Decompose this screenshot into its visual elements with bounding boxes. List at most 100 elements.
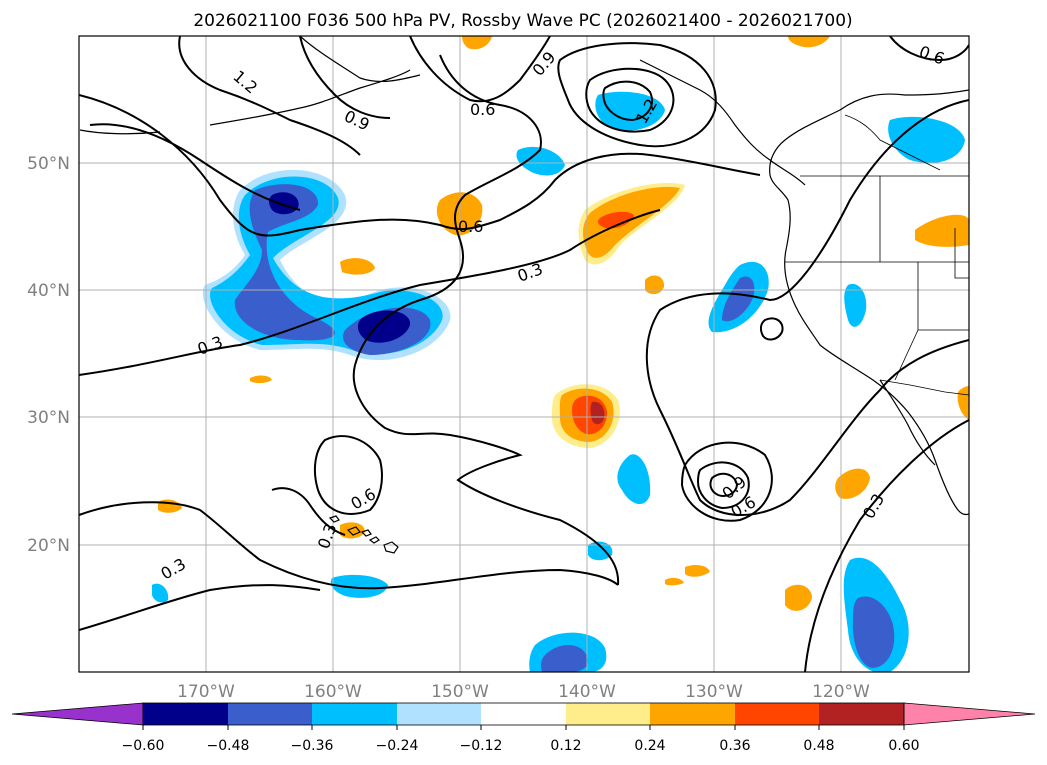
pv-contour: [299, 36, 391, 119]
pv-negative-area: [595, 91, 665, 131]
lon-tick-label: 130°W: [685, 682, 743, 702]
pv-contour: [79, 501, 619, 590]
pv-contour: [409, 36, 551, 103]
lon-tick-label: 120°W: [812, 682, 870, 702]
colorbar-tick-label: 0.12: [550, 738, 581, 754]
colorbar-bin: [650, 703, 735, 725]
pv-contour: [804, 419, 969, 672]
pv-contour: [602, 80, 653, 122]
pv-negative-area: [888, 116, 965, 164]
pv-negative-peak: [269, 192, 299, 215]
lat-tick-label: 30°N: [27, 408, 70, 428]
aleutian-islands: [79, 69, 411, 135]
pv-contour: [271, 487, 346, 536]
colorbar-over-extension: [903, 702, 1036, 726]
lon-tick-label: 170°W: [177, 682, 235, 702]
chart-title: 2026021100 F036 500 hPa PV, Rossby Wave …: [193, 11, 852, 31]
alaska-coast: [299, 36, 421, 83]
pv-contours: [79, 36, 969, 672]
lat-tick-label: 40°N: [27, 281, 70, 301]
pv-negative-core: [722, 276, 755, 322]
lat-tick-label: 20°N: [27, 536, 70, 556]
pv-positive-area: [785, 584, 812, 611]
pv-contour: [79, 94, 761, 237]
colorbar-tick-label: −0.36: [291, 738, 334, 754]
colorbar-ticks: [142, 725, 905, 730]
lon-tick-label: 140°W: [558, 682, 616, 702]
colorbar-bin: [735, 703, 819, 725]
pv-positive-area: [835, 468, 870, 499]
pv-positive-area: [583, 186, 680, 258]
latitude-tick-labels: 50°N 40°N 30°N 20°N: [27, 154, 70, 556]
colorbar-bin: [143, 703, 228, 725]
lon-tick-label: 150°W: [431, 682, 489, 702]
map-panel: 1.2 0.9 0.6 0.9 1.2 0.6 0.6 0.3 0.3 0.6 …: [79, 36, 969, 672]
pv-positive-core: [597, 211, 634, 229]
colorbar: −0.60 −0.48 −0.36 −0.24 −0.12 0.12 0.24 …: [11, 702, 1036, 754]
colorbar-frame: [142, 702, 905, 726]
pv-contour: [79, 584, 321, 631]
colorbar-tick-label: 0.36: [719, 738, 750, 754]
map-background: [79, 36, 969, 672]
contour-label: 0.6: [458, 217, 483, 236]
pv-negative-area: [330, 574, 388, 598]
pv-contour: [439, 54, 542, 241]
pv-positive-area: [340, 258, 375, 275]
pv-negative-area: [152, 583, 169, 603]
pv-contour: [696, 461, 750, 510]
alaska-panhandle-coast: [639, 59, 806, 186]
pv-positive-area: [788, 36, 830, 48]
pv-positive-area: [250, 375, 272, 384]
pv-negative-core: [234, 184, 335, 341]
pv-positive-peak: [590, 401, 605, 425]
colorbar-bin: [228, 703, 312, 725]
contour-label: 0.6: [470, 100, 495, 119]
pv-contour: [557, 42, 717, 148]
lon-tick-label: 160°W: [304, 682, 362, 702]
pv-contour: [759, 317, 784, 341]
pv-contour: [352, 364, 620, 586]
pv-negative-core: [852, 596, 895, 668]
pv-anomaly-fills: [152, 36, 969, 672]
pv-contour: [79, 209, 661, 376]
pv-contour: [585, 67, 675, 133]
north-america-coastline: [769, 89, 969, 516]
pv-negative-core: [541, 644, 588, 672]
pv-contour: [89, 123, 301, 211]
canada-interior-border: [844, 114, 941, 171]
map-frame: [78, 35, 970, 673]
colorbar-bin: [481, 703, 566, 725]
us-mexico-border: [879, 379, 969, 396]
pv-negative-area: [516, 146, 565, 176]
pv-contour: [889, 36, 969, 62]
colorbar-tick-label: −0.24: [376, 738, 419, 754]
colorbar-bin: [397, 703, 481, 725]
pv-negative-area: [588, 541, 613, 561]
lat-tick-label: 50°N: [27, 154, 70, 174]
pv-positive-area: [915, 214, 969, 247]
us-state-borders: [785, 176, 969, 381]
hawaii-islands: [328, 515, 399, 554]
colorbar-tick-label: 0.60: [888, 738, 919, 754]
coastlines: [79, 36, 969, 554]
pv-contour: [313, 435, 383, 515]
colorbar-tick-label: −0.12: [460, 738, 503, 754]
colorbar-tick-label: −0.60: [122, 738, 165, 754]
pv-positive-area: [665, 577, 684, 586]
pv-positive-area: [340, 522, 365, 539]
colorbar-tick-label: 0.24: [634, 738, 665, 754]
pv-positive-area: [462, 36, 492, 50]
colorbar-tick-label: 0.48: [803, 738, 834, 754]
pv-contour: [680, 441, 773, 522]
longitude-tick-labels: 170°W 160°W 150°W 140°W 130°W 120°W: [177, 682, 870, 702]
colorbar-tick-label: −0.48: [207, 738, 250, 754]
colorbar-bin: [312, 703, 397, 725]
pv-negative-area: [617, 454, 651, 505]
pv-contour: [645, 99, 969, 516]
pv-negative-peak: [357, 310, 411, 343]
pv-contour: [178, 36, 361, 156]
pv-positive-area: [685, 564, 710, 577]
colorbar-under-extension: [11, 702, 144, 726]
colorbar-bin: [566, 703, 650, 725]
